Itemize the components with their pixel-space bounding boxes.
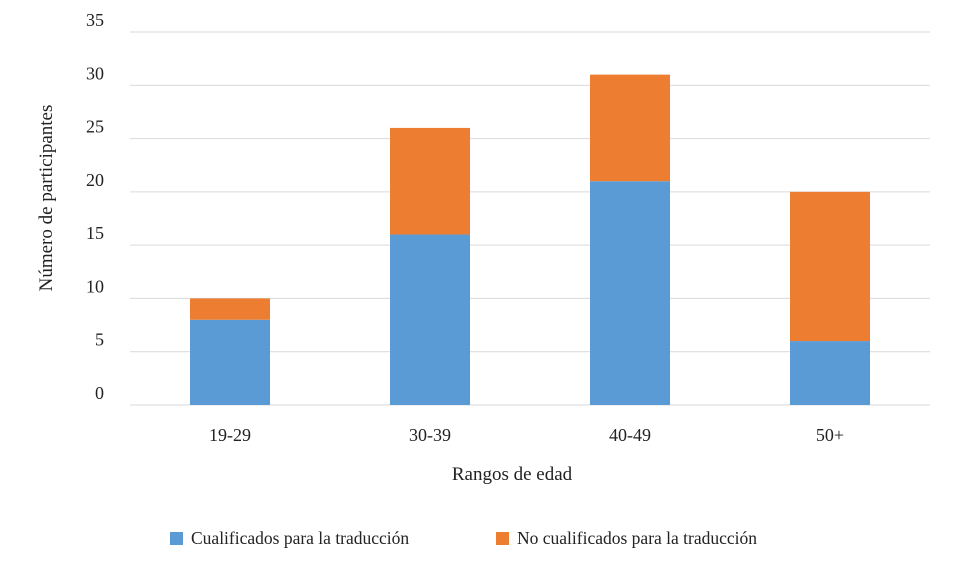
legend-item-not-qualified: No cualificados para la traducción — [496, 528, 757, 549]
bar-qualified-50+ — [790, 341, 870, 405]
x-tick-labels: 19-29 30-39 40-49 50+ — [209, 425, 844, 445]
legend-swatch-not-qualified — [496, 532, 509, 545]
y-tick-label: 20 — [86, 170, 104, 190]
y-axis-label: Número de participantes — [36, 105, 57, 292]
bar-qualified-19-29 — [190, 319, 270, 405]
x-tick-label: 19-29 — [209, 425, 251, 445]
bar-not-qualified-40-49 — [590, 74, 670, 182]
legend: Cualificados para la traducción No cuali… — [0, 528, 953, 552]
y-tick-label: 35 — [86, 10, 104, 30]
legend-label-qualified: Cualificados para la traducción — [191, 528, 410, 548]
legend-swatch-qualified — [170, 532, 183, 545]
bar-not-qualified-19-29 — [190, 298, 270, 320]
y-tick-label: 30 — [86, 63, 104, 83]
y-tick-label: 15 — [86, 223, 104, 243]
y-tick-label: 5 — [95, 330, 104, 350]
y-tick-label: 25 — [86, 117, 104, 137]
legend-item-qualified: Cualificados para la traducción — [170, 528, 409, 549]
bar-qualified-30-39 — [390, 234, 470, 405]
bar-not-qualified-30-39 — [390, 127, 470, 235]
x-tick-label: 50+ — [816, 425, 844, 445]
bar-not-qualified-50+ — [790, 191, 870, 342]
x-tick-label: 40-49 — [609, 425, 651, 445]
x-axis-label: Rangos de edad — [452, 464, 573, 485]
x-tick-label: 30-39 — [409, 425, 451, 445]
y-tick-label: 10 — [86, 276, 104, 296]
legend-label-not-qualified: No cualificados para la traducción — [517, 528, 758, 548]
y-tick-labels: 35 30 25 20 15 10 5 0 — [86, 10, 104, 403]
y-tick-label: 0 — [95, 383, 104, 403]
bars — [190, 74, 870, 405]
bar-qualified-40-49 — [590, 181, 670, 405]
